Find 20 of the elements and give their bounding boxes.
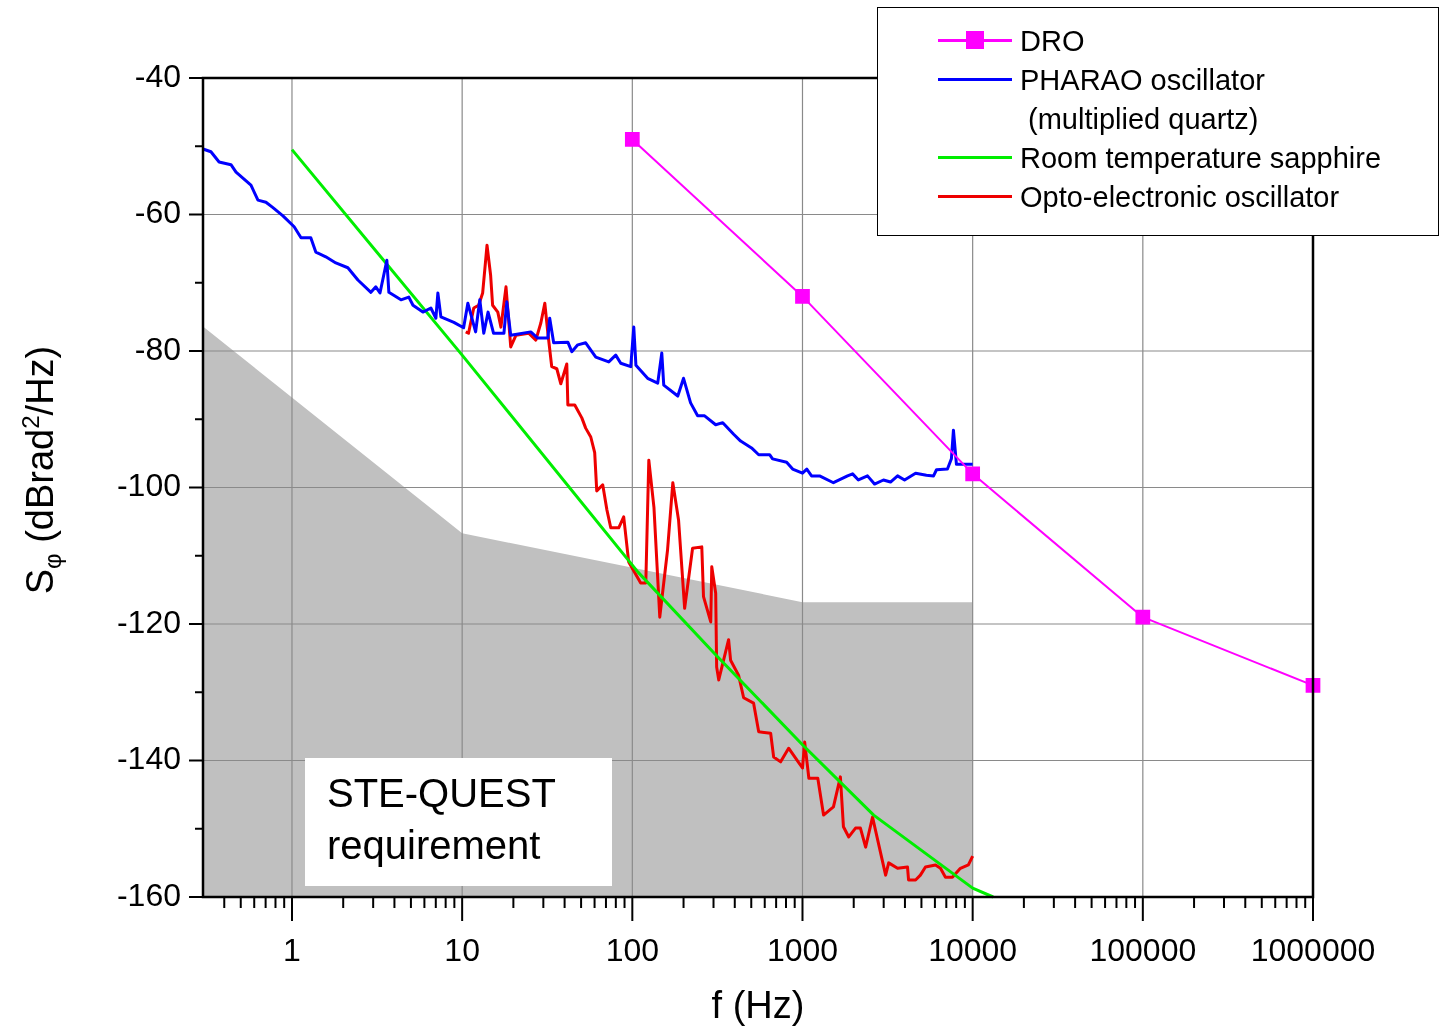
x-axis-title: f (Hz) <box>711 983 805 1026</box>
y-tick-label: -60 <box>134 194 181 231</box>
y-tick-label: -120 <box>116 603 181 640</box>
legend-label: Room temperature sapphire <box>1020 141 1382 176</box>
y-tick-label: -160 <box>116 876 181 913</box>
x-tick-label: 10 <box>444 932 480 969</box>
series-label: STE-QUEST requirement <box>327 771 556 868</box>
y-tick-label: -140 <box>116 740 181 777</box>
legend-label: Opto-electronic oscillator <box>1020 180 1340 215</box>
x-tick-label: 1000000 <box>1250 932 1376 969</box>
legend-label: DRO <box>1020 24 1085 59</box>
y-tick-label: -100 <box>116 467 181 504</box>
x-tick-label: 1 <box>283 932 301 969</box>
y-tick-label: -40 <box>134 57 181 94</box>
x-tick-label: 1000 <box>766 932 839 969</box>
x-tick-label: 10000 <box>928 932 1018 969</box>
x-tick-label: 100000 <box>1089 932 1197 969</box>
legend-label: PHARAO oscillator (multiplied quartz) <box>1020 63 1265 137</box>
x-tick-label: 100 <box>605 932 660 969</box>
y-tick-label: -80 <box>134 330 181 367</box>
